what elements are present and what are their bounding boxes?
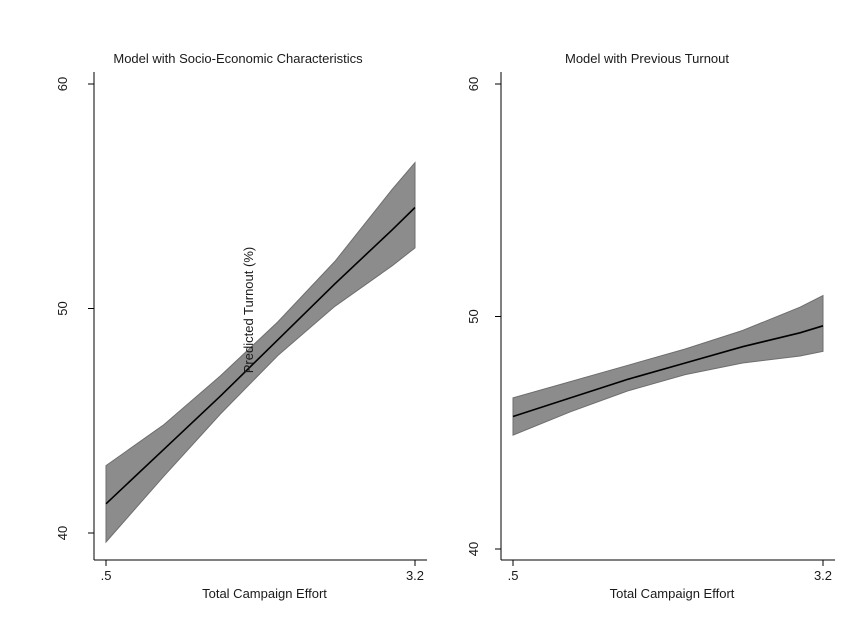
y-tick-label: 40 <box>55 526 70 540</box>
panel-previous-turnout: 40 50 60 .5 3.2 Model with Previous Turnout To… <box>466 51 835 601</box>
y-tick-label: 40 <box>466 542 481 556</box>
x-axis-title: Total Campaign Effort <box>610 586 735 601</box>
x-axis-title: Total Campaign Effort <box>202 586 327 601</box>
prediction-line <box>512 325 824 418</box>
y-tick-label: 60 <box>55 77 70 91</box>
confidence-band <box>105 161 416 544</box>
confidence-band <box>512 294 824 436</box>
prediction-line <box>105 206 416 505</box>
panel-socio-economic: 40 50 60 .5 3.2 Model with Socio-Economic Cha… <box>55 51 427 601</box>
y-tick-label: 50 <box>55 301 70 315</box>
x-tick-label: .5 <box>101 568 112 583</box>
x-tick-label: .5 <box>508 568 519 583</box>
x-tick-label: 3.2 <box>814 568 832 583</box>
x-tick-label: 3.2 <box>406 568 424 583</box>
panel-title: Model with Socio-Economic Characteristic… <box>113 51 363 66</box>
panel-title: Model with Previous Turnout <box>565 51 729 66</box>
y-tick-label: 50 <box>466 309 481 323</box>
y-axis-title: Predicted Turnout (%) <box>241 247 256 373</box>
y-tick-label: 60 <box>466 77 481 91</box>
